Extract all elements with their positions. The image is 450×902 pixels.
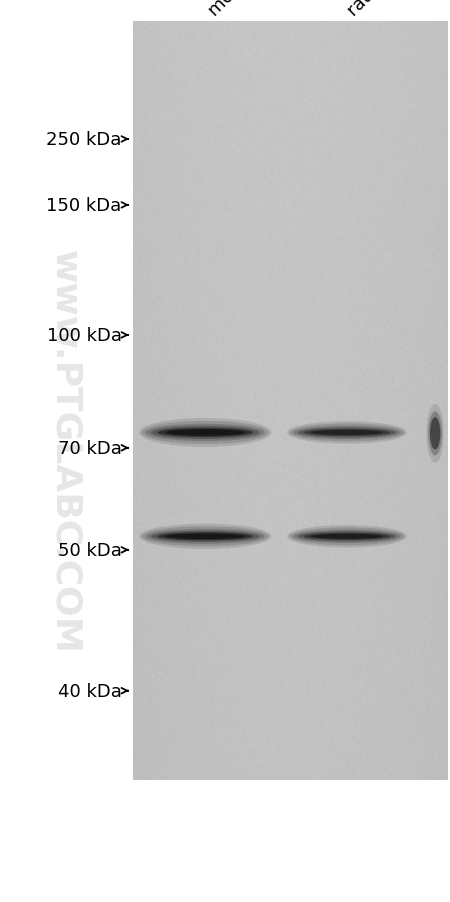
Text: mouse brain: mouse brain <box>205 0 297 20</box>
Ellipse shape <box>151 531 260 542</box>
Ellipse shape <box>158 428 253 437</box>
Ellipse shape <box>430 418 441 450</box>
Ellipse shape <box>428 412 442 456</box>
Ellipse shape <box>142 527 269 547</box>
Text: 40 kDa: 40 kDa <box>58 682 122 700</box>
Ellipse shape <box>311 430 383 436</box>
Text: 50 kDa: 50 kDa <box>58 541 122 559</box>
Text: 100 kDa: 100 kDa <box>46 327 122 345</box>
Ellipse shape <box>298 531 396 542</box>
Ellipse shape <box>146 424 265 442</box>
Ellipse shape <box>166 534 245 539</box>
Text: rat brain: rat brain <box>344 0 412 20</box>
Text: 70 kDa: 70 kDa <box>58 439 122 457</box>
Ellipse shape <box>311 534 383 539</box>
Ellipse shape <box>304 429 390 437</box>
Ellipse shape <box>289 424 405 442</box>
Ellipse shape <box>293 427 401 440</box>
Ellipse shape <box>287 525 407 548</box>
Text: 250 kDa: 250 kDa <box>46 131 122 149</box>
Ellipse shape <box>139 419 271 447</box>
Ellipse shape <box>139 524 271 549</box>
Ellipse shape <box>158 533 253 540</box>
Ellipse shape <box>151 427 260 439</box>
Ellipse shape <box>427 404 444 464</box>
Ellipse shape <box>289 528 405 546</box>
Ellipse shape <box>304 533 390 540</box>
Ellipse shape <box>142 421 269 445</box>
Text: 150 kDa: 150 kDa <box>46 197 122 215</box>
Ellipse shape <box>298 428 396 438</box>
Ellipse shape <box>287 421 407 445</box>
Ellipse shape <box>166 429 245 437</box>
Ellipse shape <box>146 529 265 544</box>
Ellipse shape <box>293 529 401 543</box>
Text: www.PTGLABC.COM: www.PTGLABC.COM <box>48 249 82 653</box>
